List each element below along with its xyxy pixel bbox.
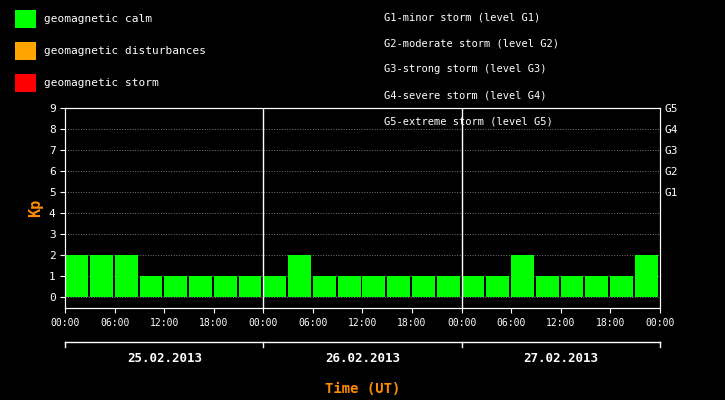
Bar xyxy=(610,276,633,298)
Text: 25.02.2013: 25.02.2013 xyxy=(127,352,202,365)
Bar xyxy=(189,276,212,298)
Bar xyxy=(115,255,138,298)
Bar xyxy=(436,276,460,298)
Bar xyxy=(165,276,187,298)
Text: 27.02.2013: 27.02.2013 xyxy=(523,352,598,365)
Text: 26.02.2013: 26.02.2013 xyxy=(325,352,400,365)
Bar xyxy=(486,276,509,298)
Bar xyxy=(139,276,162,298)
Text: G2-moderate storm (level G2): G2-moderate storm (level G2) xyxy=(384,38,559,48)
Bar xyxy=(560,276,584,298)
Bar xyxy=(511,255,534,298)
Text: G3-strong storm (level G3): G3-strong storm (level G3) xyxy=(384,64,547,74)
Text: geomagnetic storm: geomagnetic storm xyxy=(44,78,158,88)
Text: geomagnetic calm: geomagnetic calm xyxy=(44,14,152,24)
Text: Time (UT): Time (UT) xyxy=(325,382,400,396)
Y-axis label: Kp: Kp xyxy=(28,199,44,217)
Bar xyxy=(585,276,608,298)
Bar xyxy=(412,276,435,298)
Text: G4-severe storm (level G4): G4-severe storm (level G4) xyxy=(384,90,547,100)
Bar xyxy=(263,276,286,298)
Text: geomagnetic disturbances: geomagnetic disturbances xyxy=(44,46,205,56)
Bar xyxy=(635,255,658,298)
Bar xyxy=(214,276,236,298)
Text: G5-extreme storm (level G5): G5-extreme storm (level G5) xyxy=(384,116,553,126)
Bar xyxy=(362,276,385,298)
Bar xyxy=(536,276,559,298)
Text: G1-minor storm (level G1): G1-minor storm (level G1) xyxy=(384,12,541,22)
Bar xyxy=(288,255,311,298)
Bar xyxy=(313,276,336,298)
Bar xyxy=(65,255,88,298)
Bar xyxy=(387,276,410,298)
Bar xyxy=(338,276,360,298)
Bar xyxy=(90,255,113,298)
Bar xyxy=(462,276,484,298)
Bar xyxy=(239,276,262,298)
